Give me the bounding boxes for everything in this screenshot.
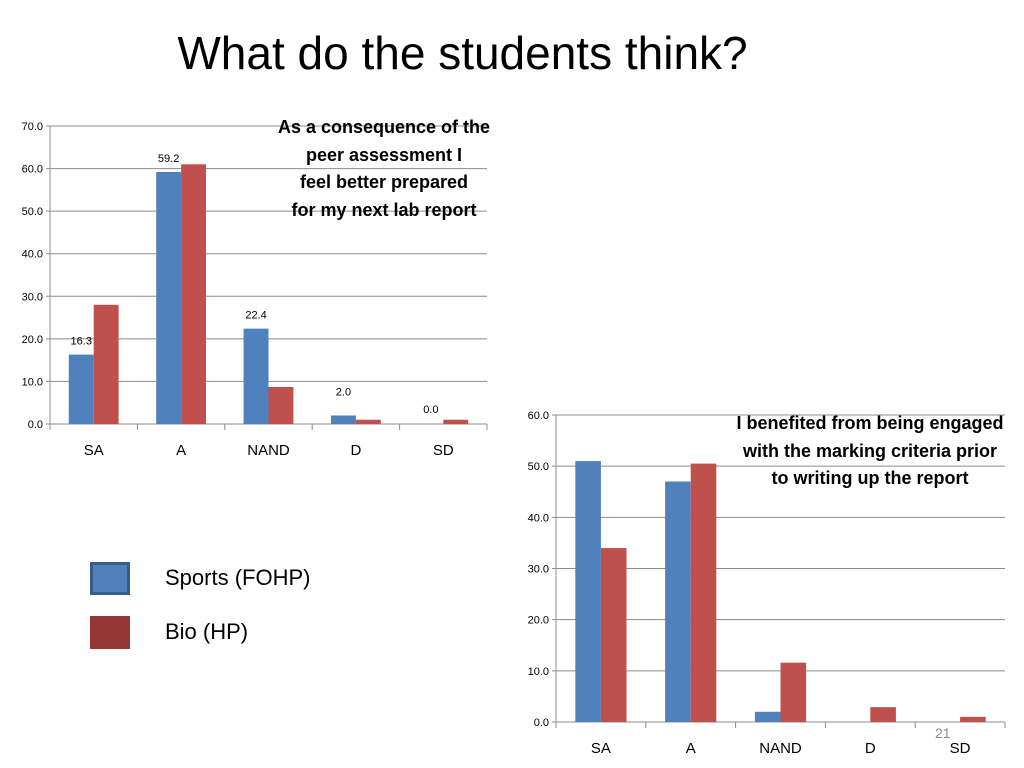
bar-sports [68,354,94,424]
y-tick-label: 30.0 [528,564,549,576]
y-tick-label: 40.0 [22,249,43,261]
x-tick-label: SA [591,740,611,757]
data-label: 59.2 [158,153,179,165]
chart1-title-line: feel better prepared [299,172,469,192]
legend-swatch-sports [90,561,130,595]
y-tick-label: 0.0 [534,717,549,729]
y-tick-label: 30.0 [22,291,43,303]
y-tick-label: 20.0 [22,334,43,346]
slide-number: 21 [935,725,951,741]
y-tick-label: 40.0 [528,512,549,524]
legend-item-bio: Bio (HP) [90,614,248,650]
chart1-title-line: As a consequence of the [277,117,491,137]
bar-bio [93,304,119,424]
y-tick-label: 20.0 [528,615,549,627]
legend-label-sports: Sports (FOHP) [165,565,311,590]
x-tick-label: NAND [759,740,802,757]
data-label: 2.0 [336,386,351,398]
legend: Sports (FOHP) Bio (HP) [90,560,420,660]
chart1-title-line: peer assessment I [305,144,463,165]
chart2-title: I benefited from being engaged with the … [716,410,1024,493]
x-tick-label: SD [433,442,454,459]
x-tick-label: A [176,442,186,459]
bar-bio [268,386,294,424]
legend-label-bio: Bio (HP) [165,619,249,644]
bar-bio [870,707,896,722]
bar-sports [575,461,601,722]
data-label: 0.0 [423,404,438,416]
y-tick-label: 70.0 [22,121,43,133]
x-tick-label: A [686,740,696,757]
x-tick-label: NAND [247,442,290,459]
chart1-title-line: for my next lab report [291,199,477,220]
legend-item-sports: Sports (FOHP) [90,560,310,596]
y-tick-label: 0.0 [28,419,43,431]
data-label: 22.4 [245,310,266,322]
bar-bio [960,716,986,722]
y-tick-label: 10.0 [528,666,549,678]
x-tick-label: D [865,740,876,757]
bar-bio [600,548,627,722]
bar-sports [243,328,269,424]
y-tick-label: 60.0 [22,164,43,176]
y-tick-label: 60.0 [528,410,549,422]
chart2-title-line: to writing up the report [771,468,969,488]
slide-title: What do the students think? [177,27,748,79]
data-label: 16.3 [71,336,92,348]
bar-bio [443,419,469,424]
bar-sports [665,481,691,722]
y-tick-label: 10.0 [22,376,43,388]
bar-sports [330,415,356,424]
x-tick-label: D [350,442,361,459]
bar-bio [355,419,381,424]
y-tick-label: 50.0 [528,461,549,473]
legend-swatch-bio [90,615,130,649]
chart2-title-line: I benefited from being engaged [736,413,1004,433]
chart1-title: As a consequence of the peer assessment … [262,114,506,224]
bar-sports [754,711,781,722]
bar-sports [156,171,182,424]
bar-bio [780,662,807,722]
bar-bio [690,463,717,722]
x-tick-label: SD [950,740,971,757]
bar-bio [181,164,207,425]
chart2-title-line: with the marking criteria prior [742,440,998,461]
y-tick-label: 50.0 [22,206,43,218]
x-tick-label: SA [84,442,104,459]
